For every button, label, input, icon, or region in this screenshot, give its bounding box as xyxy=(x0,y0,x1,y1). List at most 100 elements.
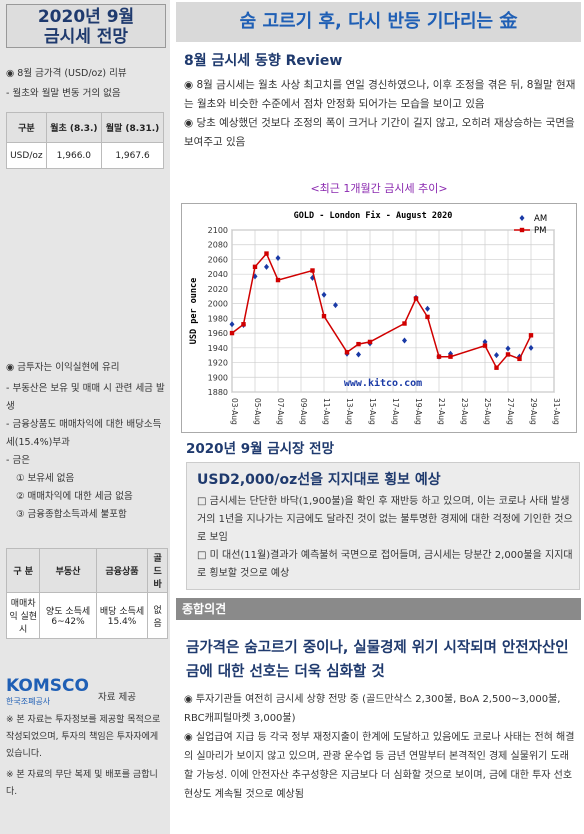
data-point-pm xyxy=(356,341,361,347)
y-tick-label: 2100 xyxy=(208,226,228,235)
data-point-am xyxy=(229,321,235,328)
outlook-items: □ 금시세는 단단한 바닥(1,900불)을 확인 후 재반등 하고 있으며, … xyxy=(197,493,575,583)
data-point-pm xyxy=(402,321,407,326)
outlook-panel-title: USD2,000/oz선을 지지대로 횡보 예상 xyxy=(197,472,441,488)
data-point-pm xyxy=(241,322,246,327)
review-bullet: ◉ 8월 금시세는 월초 사상 최고치를 연일 경신하였으나, 이후 조정을 겪… xyxy=(184,79,576,110)
gold-chart: 1880 1900 1920 1940 1960 1980 2000 2020 2040 2060… xyxy=(181,203,577,433)
review-body: ◉ 8월 금시세는 월초 사상 최고치를 연일 경신하였으나, 이후 조정을 겪… xyxy=(184,76,578,152)
provided-label: 자료 제공 xyxy=(98,692,136,703)
x-tick-label: 03-Aug xyxy=(230,398,239,425)
tax-table-header: 부동산 xyxy=(39,548,97,593)
tax-item: ② 매매차익에 대한 세금 없음 xyxy=(16,491,133,502)
legend-label: PM xyxy=(534,226,546,236)
note-item: ※ 본 자료의 무단 복제 및 배포를 금합니다. xyxy=(6,770,158,797)
tax-table-cell: 양도 소득세 6~42% xyxy=(39,592,97,639)
data-point-am xyxy=(528,344,534,351)
note-item: ※ 본 자료는 투자정보를 제공할 목적으로 작성되었으며, 투자의 책임은 투… xyxy=(6,715,161,759)
tax-table-cell: 배당 소득세 15.4% xyxy=(95,592,149,639)
data-point-am xyxy=(425,305,430,312)
data-point-pm xyxy=(425,314,430,320)
chart-title: GOLD - London Fix - August 2020 xyxy=(294,210,453,221)
tax-table-cell: 매매차익 실현시 xyxy=(5,592,41,639)
sidebar-title-line2: 금시세 전망 xyxy=(43,27,129,47)
sidebar: 2020년 9월 금시세 전망 ◉ 8월 금가격 (USD/oz) 리뷰 - 월… xyxy=(0,0,170,834)
series-line-pm xyxy=(231,252,532,370)
data-point-am xyxy=(275,254,281,261)
data-point-pm xyxy=(310,268,315,273)
data-point-pm xyxy=(528,333,534,338)
y-tick-label: 1980 xyxy=(208,314,228,323)
data-point-pm xyxy=(252,264,258,270)
x-tick-label: 07-Aug xyxy=(276,398,285,425)
tax-item: - 부동산은 보유 및 매매 시 관련 세금 발생 xyxy=(6,383,165,412)
legend-marker xyxy=(519,227,525,233)
y-tick-label: 2000 xyxy=(208,300,228,309)
opinion-bullet: ◉ 투자기관들 여전히 금시세 상향 전망 중 (골드만삭스 2,300불, B… xyxy=(184,694,561,724)
data-point-pm xyxy=(505,352,511,357)
data-point-pm xyxy=(275,277,281,283)
opinion-headline: 금가격은 숨고르기 중이나, 실물경제 위기 시작되며 안전자산인 금에 대한 … xyxy=(186,640,569,680)
price-review-heading: ◉ 8월 금가격 (USD/oz) 리뷰 xyxy=(6,68,127,79)
data-point-am xyxy=(505,345,511,352)
x-tick-label: 25-Aug xyxy=(483,398,492,425)
x-tick-label: 05-Aug xyxy=(253,398,262,425)
y-tick-label: 1880 xyxy=(208,388,228,397)
data-point-am xyxy=(333,302,338,309)
data-point-pm xyxy=(367,339,373,345)
review-heading: 8월 금시세 동향 Review xyxy=(184,53,343,69)
y-axis-label: USD per ounce xyxy=(189,278,199,345)
tax-table-header: 구 분 xyxy=(5,548,41,593)
data-point-am xyxy=(252,273,258,280)
x-tick-label: 27-Aug xyxy=(506,398,515,425)
page-banner: 숨 고르기 후, 다시 반등 기다리는 金 xyxy=(176,2,581,42)
data-point-pm xyxy=(436,354,442,359)
price-table-cell: 1,967.6 xyxy=(101,142,164,169)
data-point-am xyxy=(494,352,499,359)
price-table-cell: 1,966.0 xyxy=(45,142,103,169)
price-table-header: 월말 (8.31.) xyxy=(101,112,164,143)
tax-list: - 부동산은 보유 및 매매 시 관련 세금 발생 - 금융상품도 매매차익에 … xyxy=(6,380,166,524)
tax-table-header: 골드바 xyxy=(147,548,168,593)
tax-item: - 금융상품도 매매차익에 대한 배당소득세(15.4%)부과 xyxy=(6,419,162,448)
data-point-pm xyxy=(448,354,453,359)
data-point-pm xyxy=(264,251,269,256)
notes: ※ 본 자료는 투자정보를 제공할 목적으로 작성되었으며, 투자의 책임은 투… xyxy=(6,712,168,801)
tax-table: 구 분 부동산 금융상품 골드바 매매차익 실현시 양도 소득세 6~42% 배… xyxy=(5,548,168,639)
tax-table-header: 금융상품 xyxy=(95,548,149,593)
outlook-panel: USD2,000/oz선을 지지대로 횡보 예상 □ 금시세는 단단한 바닥(1… xyxy=(186,462,580,590)
x-tick-label: 23-Aug xyxy=(460,398,469,425)
chart-caption: <최근 1개월간 금시세 추이> xyxy=(310,182,448,195)
gold-chart-svg: 1880 1900 1920 1940 1960 1980 2000 2020 2040 2060… xyxy=(189,210,561,425)
review-bullet: ◉ 당초 예상했던 것보다 조정의 폭이 크거나 기간이 길지 않고, 오히려 … xyxy=(184,117,575,148)
x-tick-label: 17-Aug xyxy=(391,398,400,425)
price-table: 구분 월초 (8.3.) 월말 (8.31.) USD/oz 1,966.0 1… xyxy=(6,112,164,169)
legend-marker xyxy=(519,215,525,221)
data-point-pm xyxy=(229,330,235,336)
price-table-header: 월초 (8.3.) xyxy=(45,112,103,143)
x-tick-label: 19-Aug xyxy=(414,398,423,425)
outlook-heading: 2020년 9월 금시장 전망 xyxy=(186,441,335,457)
x-tick-label: 29-Aug xyxy=(529,398,538,425)
y-tick-label: 2060 xyxy=(208,255,228,264)
y-tick-label: 2080 xyxy=(208,241,228,250)
opinion-bullet: ◉ 실업급여 지급 등 각국 정부 재정지출이 한계에 도달하고 있음에도 코로… xyxy=(184,732,575,800)
data-point-am xyxy=(264,263,269,270)
sidebar-title-line1: 2020년 9월 xyxy=(37,7,135,27)
data-point-pm xyxy=(494,365,499,370)
outlook-item: □ 금시세는 단단한 바닥(1,900불)을 확인 후 재반등 하고 있으며, … xyxy=(197,496,573,543)
data-point-pm xyxy=(321,313,327,319)
data-point-am xyxy=(402,337,407,344)
data-point-pm xyxy=(482,343,488,348)
tax-heading: ◉ 금투자는 이익실현에 유리 xyxy=(6,362,120,373)
tax-item: ① 보유세 없음 xyxy=(16,473,75,484)
logo-sub: 한국조폐공사 xyxy=(6,697,51,706)
data-point-pm xyxy=(413,296,419,301)
x-tick-label: 15-Aug xyxy=(368,398,377,425)
price-table-header: 구분 xyxy=(6,112,47,143)
data-point-pm xyxy=(344,350,350,355)
opinion-bar: 종합의견 xyxy=(176,598,581,620)
y-tick-label: 1920 xyxy=(208,359,228,368)
sidebar-title: 2020년 9월 금시세 전망 xyxy=(6,4,166,48)
y-tick-label: 1960 xyxy=(208,329,228,338)
